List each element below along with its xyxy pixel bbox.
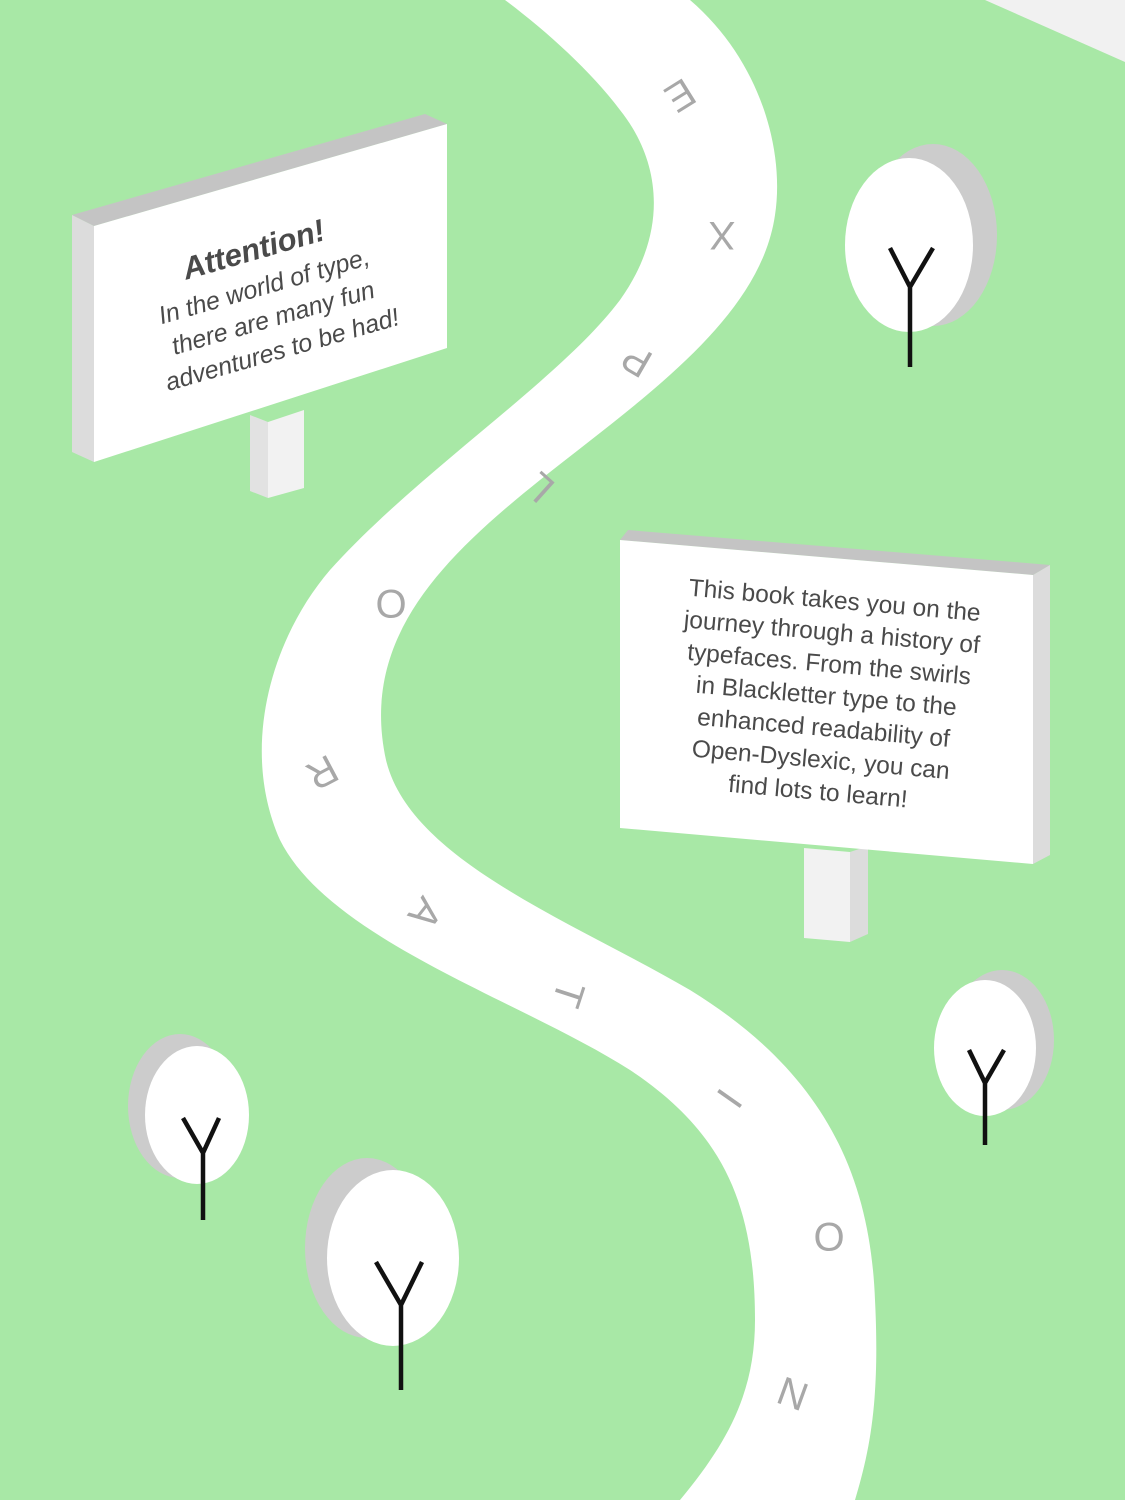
tree-bottom-left — [128, 1034, 249, 1220]
tree-icon — [374, 1260, 425, 1390]
sign-right-post-side — [850, 846, 868, 942]
sign-left-board-side — [72, 215, 94, 462]
sign-left-post-front — [250, 415, 268, 498]
tree-canopy — [934, 980, 1036, 1116]
path-letter-10: O — [813, 1214, 844, 1258]
tree-canopy — [327, 1170, 459, 1346]
sign-left-board-face — [94, 124, 447, 462]
sign-left-board-top — [72, 114, 447, 226]
path-letter-5: O — [375, 581, 406, 625]
sign-right: This book takes you on the journey throu… — [620, 530, 1050, 942]
tree-top-right — [845, 144, 997, 367]
tree-canopy — [845, 158, 973, 332]
sign-right-board-side — [1033, 565, 1050, 864]
sign-right-post-front — [804, 848, 850, 942]
tree-icon — [966, 1048, 1006, 1145]
tree-mid-right — [934, 970, 1054, 1145]
sign-left: Attention! In the world of type, there a… — [72, 114, 447, 498]
tree-icon — [181, 1116, 222, 1220]
corner-patch — [985, 0, 1125, 62]
tree-bottom-center — [305, 1158, 459, 1390]
tree-icon — [887, 246, 935, 367]
winding-path — [261, 0, 877, 1500]
path-letter-2: X — [709, 213, 736, 257]
sign-left-post-side — [268, 410, 304, 498]
tree-canopy — [145, 1046, 249, 1184]
sign-right-board-top — [620, 530, 1050, 575]
sign-right-board-face — [620, 540, 1033, 864]
